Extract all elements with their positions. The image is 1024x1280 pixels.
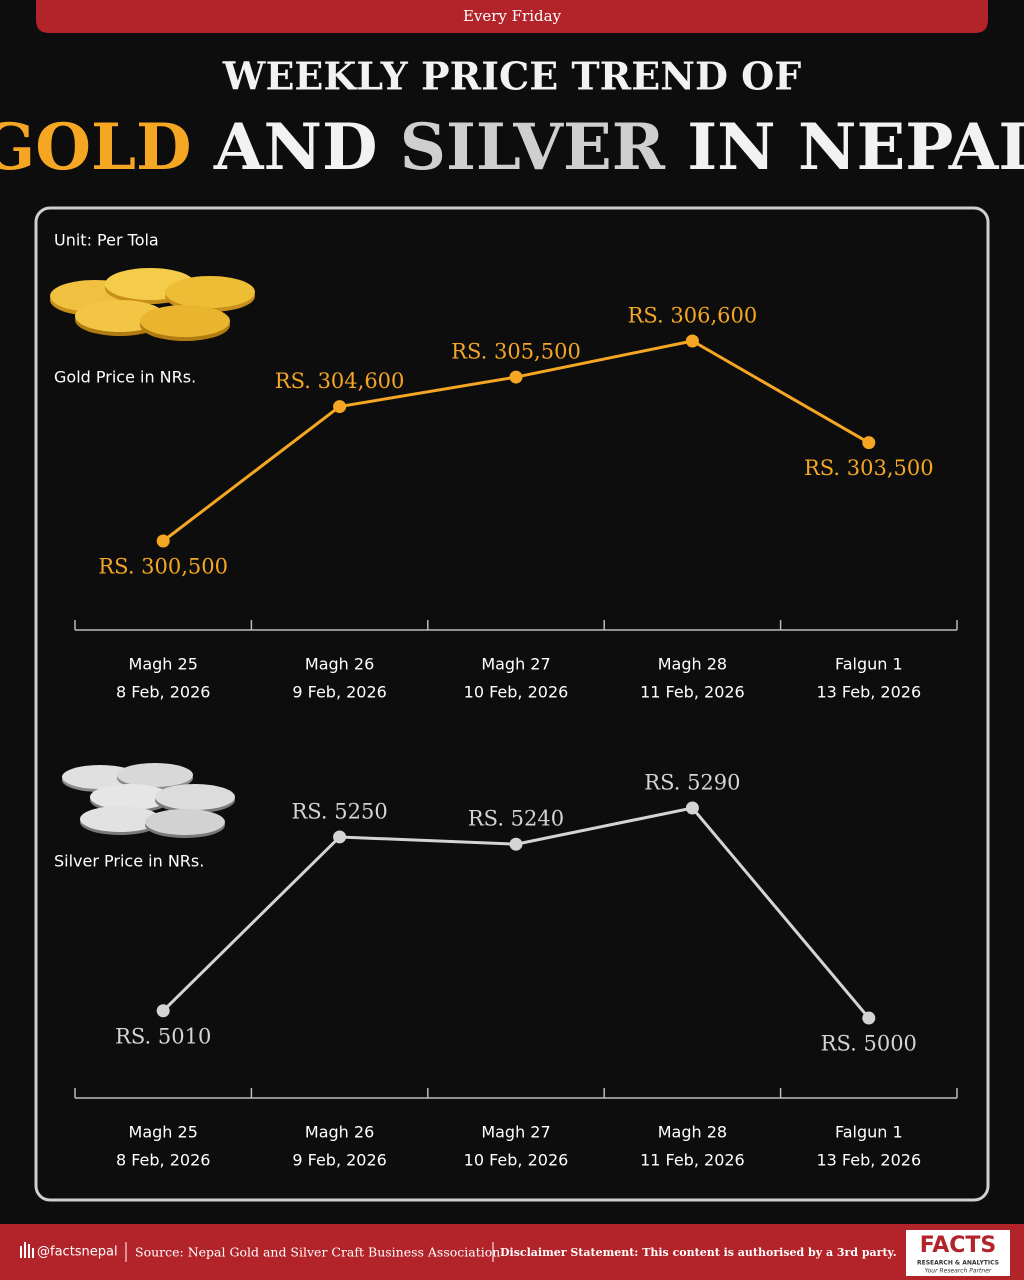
footer-disclaimer: Disclaimer Statement: This content is au… bbox=[500, 1246, 897, 1259]
price-point bbox=[509, 837, 523, 851]
footer-icon bbox=[20, 1242, 34, 1258]
x-tick-label: Magh 28 bbox=[658, 1123, 727, 1142]
title-rest: IN NEPAL bbox=[687, 110, 1024, 185]
x-tick-label: 11 Feb, 2026 bbox=[640, 683, 745, 702]
x-tick-label: Falgun 1 bbox=[835, 1123, 903, 1142]
panel bbox=[34, 206, 990, 1202]
price-point bbox=[509, 370, 523, 384]
footer-handle: @factsnepal bbox=[37, 1245, 118, 1260]
price-point bbox=[862, 436, 876, 450]
price-point bbox=[685, 334, 699, 348]
x-tick-label: Falgun 1 bbox=[835, 655, 903, 674]
title-line2: GOLD AND SILVER IN NEPAL bbox=[0, 110, 1024, 185]
logo: FACTS bbox=[920, 1233, 997, 1258]
x-tick-label: Magh 25 bbox=[129, 1123, 198, 1142]
unit-label: Unit: Per Tola bbox=[54, 231, 159, 250]
price-point bbox=[333, 830, 347, 844]
x-tick-label: Magh 27 bbox=[481, 655, 550, 674]
logo-tag: Your Research Partner bbox=[925, 1268, 992, 1275]
logo-box bbox=[906, 1230, 1010, 1276]
x-tick-label: 13 Feb, 2026 bbox=[816, 1151, 921, 1170]
value-label: RS. 5000 bbox=[821, 1032, 917, 1056]
gold-coins bbox=[50, 268, 255, 341]
logo-sub: RESEARCH & ANALYTICS bbox=[917, 1260, 999, 1267]
value-label: RS. 306,600 bbox=[628, 304, 758, 328]
x-tick-label: Magh 28 bbox=[658, 655, 727, 674]
x-tick-label: 9 Feb, 2026 bbox=[292, 1151, 386, 1170]
x-tick-label: Magh 26 bbox=[305, 655, 374, 674]
title-silver: SILVER bbox=[400, 110, 666, 185]
value-label: RS. 5010 bbox=[115, 1024, 211, 1048]
value-label: RS. 303,500 bbox=[804, 456, 934, 480]
x-tick-label: 13 Feb, 2026 bbox=[816, 683, 921, 702]
x-tick-label: 11 Feb, 2026 bbox=[640, 1151, 745, 1170]
value-label: RS. 304,600 bbox=[275, 369, 405, 393]
price-point bbox=[156, 534, 170, 548]
price-point bbox=[685, 801, 699, 815]
x-tick-label: Magh 26 bbox=[305, 1123, 374, 1142]
price-point bbox=[862, 1011, 876, 1025]
title-and: AND bbox=[213, 110, 378, 185]
value-label: RS. 5240 bbox=[468, 807, 564, 831]
value-label: RS. 5250 bbox=[291, 799, 387, 823]
x-tick-label: 10 Feb, 2026 bbox=[464, 1151, 569, 1170]
banner-text: Every Friday bbox=[463, 7, 562, 25]
title-gold: GOLD bbox=[0, 110, 192, 185]
x-tick-label: 8 Feb, 2026 bbox=[116, 683, 210, 702]
x-tick-label: Magh 27 bbox=[481, 1123, 550, 1142]
price-point bbox=[333, 400, 347, 414]
legend-label: Silver Price in NRs. bbox=[54, 852, 204, 871]
legend-label: Gold Price in NRs. bbox=[54, 368, 196, 387]
x-tick-label: 10 Feb, 2026 bbox=[464, 683, 569, 702]
footer-bar bbox=[0, 1224, 1024, 1280]
x-tick-label: 8 Feb, 2026 bbox=[116, 1151, 210, 1170]
silver-coins bbox=[62, 763, 235, 838]
footer-source: Source: Nepal Gold and Silver Craft Busi… bbox=[135, 1245, 500, 1260]
price-point bbox=[156, 1004, 170, 1018]
x-tick-label: Magh 25 bbox=[129, 655, 198, 674]
value-label: RS. 300,500 bbox=[98, 555, 228, 579]
banner bbox=[36, 0, 988, 33]
value-label: RS. 5290 bbox=[644, 771, 740, 795]
value-label: RS. 305,500 bbox=[451, 340, 581, 364]
x-tick-label: 9 Feb, 2026 bbox=[292, 683, 386, 702]
title-line1: WEEKLY PRICE TREND OF bbox=[222, 54, 801, 99]
